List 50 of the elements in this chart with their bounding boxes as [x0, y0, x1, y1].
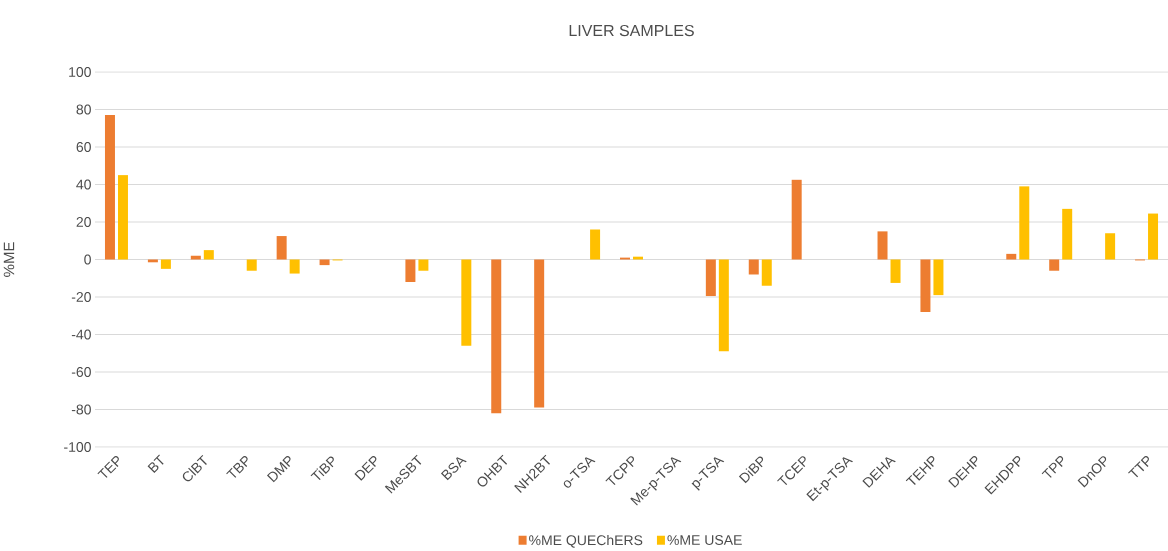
- bar: [461, 259, 472, 346]
- bar: [933, 259, 944, 296]
- y-tick-label: 0: [84, 254, 91, 265]
- bar: [534, 259, 545, 408]
- bar: [405, 259, 416, 282]
- y-tick-label: 40: [76, 179, 91, 190]
- y-tick-label: -80: [71, 404, 91, 415]
- y-tick-label: -100: [64, 442, 91, 452]
- bar: [160, 259, 171, 269]
- x-tick-label: BT: [147, 454, 164, 474]
- bar: [147, 259, 158, 263]
- y-tick-label: -40: [71, 329, 91, 340]
- bar: [104, 115, 115, 260]
- bar: [276, 236, 287, 260]
- x-tick-label: TBP: [226, 456, 248, 478]
- bar: [1105, 233, 1116, 260]
- legend-label: %ME QUEChERS: [529, 534, 643, 548]
- y-tick-label: 60: [76, 142, 91, 152]
- bar: [761, 259, 772, 286]
- y-axis-title: %ME: [3, 242, 15, 277]
- bar: [748, 259, 759, 275]
- bar: [246, 259, 257, 271]
- bar: [319, 259, 330, 266]
- y-tick-label: 80: [76, 104, 91, 115]
- legend-label: %ME USAE: [667, 535, 742, 546]
- bar: [890, 259, 901, 283]
- bar: [590, 229, 601, 260]
- bar: [117, 175, 128, 260]
- x-tick-label: TTP: [1128, 456, 1149, 478]
- bar: [1019, 186, 1030, 260]
- bar: [877, 231, 888, 260]
- bar: [1049, 259, 1060, 271]
- x-tick-label: TPP: [1041, 456, 1064, 478]
- bar: [718, 259, 729, 352]
- x-tick-label: TEP: [97, 456, 119, 478]
- bar: [491, 259, 502, 414]
- bar: [920, 259, 931, 312]
- bar: [1062, 208, 1073, 260]
- y-tick-label: -20: [71, 292, 91, 302]
- bar: [705, 259, 716, 297]
- x-tick-label: BSA: [440, 457, 467, 481]
- y-tick-label: -60: [71, 367, 91, 377]
- bar: [203, 250, 214, 260]
- y-tick-label: 20: [76, 217, 91, 227]
- y-tick-label: 100: [69, 67, 91, 77]
- bar: [418, 259, 429, 271]
- bar: [289, 259, 300, 274]
- bar: [1148, 213, 1159, 260]
- chart-title: LIVER SAMPLES: [569, 24, 694, 37]
- bar: [791, 179, 802, 260]
